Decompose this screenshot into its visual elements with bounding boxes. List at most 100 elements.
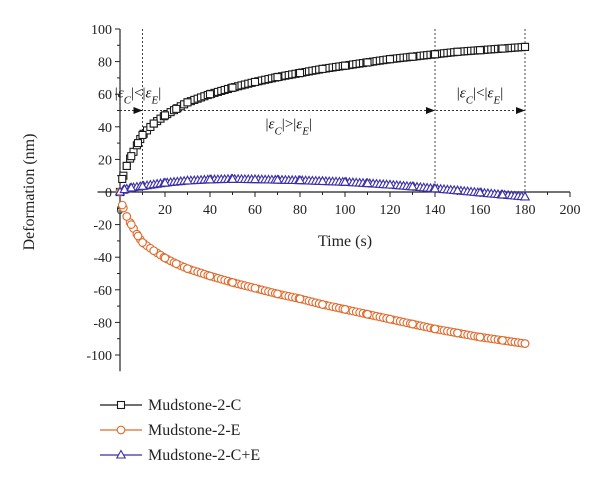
arrow-head	[516, 107, 525, 114]
x-tick-label: 160	[470, 203, 491, 218]
data-point	[318, 300, 327, 309]
arrow-head	[426, 107, 435, 114]
data-point	[228, 83, 237, 92]
x-tick-label: 20	[158, 203, 172, 218]
data-point	[498, 44, 507, 53]
data-point	[172, 104, 181, 113]
data-point	[384, 179, 396, 189]
y-axis-title: Deformation (nm)	[21, 134, 38, 251]
data-point	[272, 174, 283, 184]
data-point	[249, 173, 261, 184]
data-point	[273, 289, 282, 299]
data-point	[340, 305, 350, 314]
data-point	[429, 183, 441, 193]
data-point	[474, 187, 486, 197]
data-point	[205, 90, 215, 99]
data-point	[385, 314, 395, 324]
data-point	[498, 335, 507, 345]
data-point	[407, 181, 418, 191]
y-tick-label: 80	[98, 56, 112, 71]
data-point	[137, 180, 148, 190]
data-point	[430, 324, 440, 334]
legend-marker	[116, 425, 126, 435]
data-point	[183, 98, 192, 107]
legend-entry: Mudstone-2-E	[100, 422, 240, 439]
x-tick-label: 100	[335, 203, 356, 218]
series-square	[115, 42, 530, 197]
data-point	[250, 283, 260, 293]
data-point	[127, 152, 136, 161]
data-point	[160, 111, 170, 120]
x-tick-label: 180	[515, 203, 536, 218]
data-point	[122, 161, 131, 170]
data-point	[519, 191, 531, 201]
data-point	[227, 173, 238, 183]
y-tick-label: -80	[93, 316, 112, 331]
annotations: |εC|<|εE| |εC|>|εE| |εC|<|εE|	[115, 29, 526, 192]
data-point	[339, 176, 351, 186]
data-point	[295, 294, 305, 304]
x-tick-label: 120	[380, 203, 401, 218]
legend-label: Mudstone-2-E	[148, 422, 240, 439]
data-point	[318, 64, 327, 73]
regime-label: |εC|>|εE|	[266, 116, 312, 137]
x-tick-label: 140	[425, 203, 446, 218]
data-point	[340, 61, 350, 70]
data-point	[149, 119, 158, 128]
regime-label: |εC|<|εE|	[115, 85, 161, 106]
data-point	[138, 130, 147, 139]
legend: Mudstone-2-C Mudstone-2-E Mudstone-2-C+E	[100, 397, 260, 464]
data-point	[171, 259, 181, 269]
legend-marker	[115, 449, 127, 459]
series-triangle	[114, 173, 531, 201]
data-point	[228, 278, 237, 287]
data-point	[122, 212, 132, 221]
legend-label: Mudstone-2-C	[148, 397, 241, 414]
y-tick-label: 20	[98, 153, 112, 168]
y-tick-label: 60	[98, 88, 112, 103]
data-point	[497, 189, 508, 199]
legend-label: Mudstone-2-C+E	[148, 447, 260, 464]
data-point	[133, 231, 143, 241]
legend-entry: Mudstone-2-C	[100, 397, 241, 414]
data-point	[363, 309, 372, 319]
data-point	[149, 246, 159, 256]
data-point	[160, 253, 170, 263]
x-tick-label: 200	[560, 203, 581, 218]
data-point	[117, 200, 127, 210]
data-point	[385, 55, 395, 64]
data-point	[363, 58, 372, 67]
regime-label: |εC|<|εE|	[457, 85, 503, 106]
x-tick-label: 60	[248, 203, 262, 218]
data-point	[159, 177, 171, 187]
y-tick-label: -100	[86, 349, 112, 364]
data-point	[138, 238, 147, 247]
data-point	[250, 77, 260, 87]
x-axis-title: Time (s)	[318, 233, 372, 250]
data-point	[430, 50, 440, 59]
x-tick-label: 40	[203, 203, 217, 218]
series-group	[114, 42, 531, 348]
y-tick-label: -20	[93, 219, 112, 234]
data-point	[475, 332, 485, 342]
x-tick-label: 80	[293, 203, 307, 218]
legend-entry: Mudstone-2-C+E	[100, 447, 260, 464]
data-point	[520, 339, 530, 348]
data-point	[205, 271, 215, 281]
data-point	[520, 42, 530, 51]
data-point	[453, 328, 462, 338]
y-tick-label: 40	[98, 121, 112, 136]
axes: -100-80-60-40-20020406080100020406080100…	[21, 23, 581, 372]
data-point	[452, 185, 463, 195]
data-point	[126, 182, 137, 192]
y-tick-label: 100	[91, 23, 112, 38]
data-point	[295, 68, 305, 78]
y-tick-label: -40	[93, 251, 112, 266]
arrow-head	[133, 107, 143, 114]
data-point	[204, 174, 216, 184]
data-point	[133, 139, 143, 148]
data-point	[408, 52, 417, 61]
data-point	[182, 175, 193, 185]
data-point	[126, 220, 136, 229]
